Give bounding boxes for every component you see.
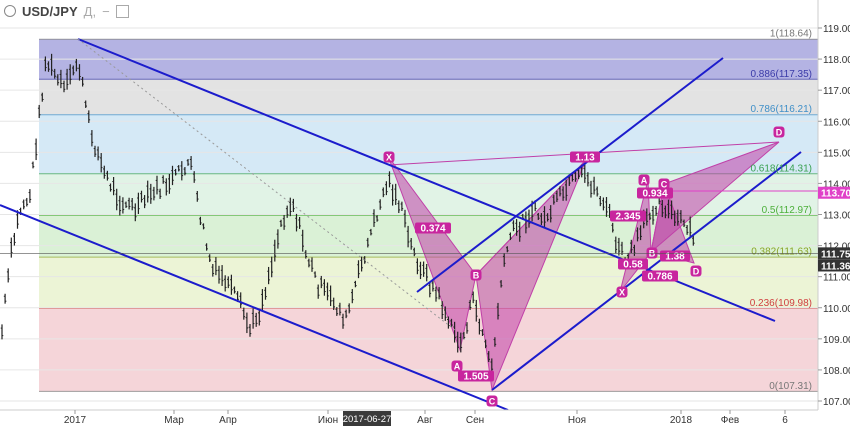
fib-label: 0.236(109.98): [750, 298, 812, 309]
interval-label[interactable]: Д,: [83, 3, 97, 19]
x-highlight-label: 2017-06-27: [343, 414, 392, 425]
y-tick-label: 108.00: [823, 366, 850, 377]
symbol-label[interactable]: USD/JPY: [22, 3, 78, 19]
x-tick-label: Июн: [318, 415, 338, 426]
x-tick-label: 2018: [670, 415, 693, 426]
pattern-label: D: [693, 267, 700, 277]
pattern-label: X: [619, 288, 625, 298]
price-label: 113.70: [821, 189, 850, 200]
pattern-label: 0.58: [623, 260, 643, 271]
y-tick-label: 110.00: [823, 304, 850, 315]
pattern-label: C: [661, 180, 668, 190]
y-tick-label: 116.00: [823, 117, 850, 128]
pattern-label-bg: [646, 247, 658, 259]
dotted-diagonal-line: [77, 38, 456, 331]
pattern-label: 0.374: [420, 224, 445, 235]
price-label: 111.75: [821, 249, 850, 260]
y-tick-label: 112.00: [823, 242, 850, 253]
pattern-label-bg: [610, 210, 646, 222]
pattern-label-bg: [637, 187, 673, 199]
pattern-label: X: [386, 153, 392, 163]
chart-header: USD/JPY Д, −: [0, 0, 129, 22]
pattern-label-bg: [690, 265, 702, 277]
y-axis: 119.00118.00117.00116.00115.00114.00113.…: [817, 0, 850, 428]
fib-labels: 1(118.64) 0.886(117.35) 0.786(116.21) 0.618…: [750, 29, 812, 392]
y-tick-label: 114.00: [823, 179, 850, 190]
pattern-label: B: [473, 271, 480, 281]
grid-lines: [0, 27, 818, 402]
y-tick-label: 113.00: [823, 211, 850, 222]
x-tick-label: 6: [782, 415, 788, 426]
pattern-label: 0.934: [642, 189, 667, 200]
pattern-label: A: [641, 176, 648, 186]
price-label-bg: [818, 247, 850, 260]
pattern-label-bg: [570, 151, 600, 163]
channel-lower-line: [0, 204, 509, 411]
pattern-label: A: [454, 362, 461, 372]
fib-label: 0.5(112.97): [762, 205, 812, 216]
circle-icon[interactable]: [4, 5, 16, 17]
y-tick-label: 111.00: [823, 273, 850, 284]
x-axis-bg: [0, 410, 850, 428]
pattern-label-bg: [486, 395, 498, 407]
channel-mid-line: [416, 57, 724, 293]
fib-label: 0(107.31): [769, 381, 812, 392]
pattern-label: 1.13: [575, 153, 595, 164]
pattern-label-bg: [451, 360, 463, 372]
x-tick-label: Сен: [466, 415, 484, 426]
price-label-bg: [818, 259, 850, 272]
fib-label: 0.382(111.63): [751, 247, 812, 258]
pattern-label-bg: [415, 222, 451, 234]
x-axis: 2017 Мар Апр Июн 2017-06-27 Авг Сен Ноя 2018 Фев 6: [0, 409, 850, 428]
pattern-label: 0.786: [647, 272, 672, 283]
x-tick-label: Апр: [219, 415, 237, 426]
x-tick-label: Мар: [164, 415, 184, 426]
y-tick-label: 118.00: [823, 55, 850, 66]
checkbox-icon[interactable]: [115, 4, 129, 18]
fib-label: 0.786(116.21): [750, 104, 812, 115]
y-tick-label: 119.00: [823, 24, 850, 35]
pattern-label-bg: [773, 126, 785, 138]
pattern-label-bg: [658, 178, 670, 190]
y-tick-label: 107.00: [823, 397, 850, 408]
fib-label: 1(118.64): [770, 29, 812, 40]
pattern-label: 2.345: [615, 212, 640, 223]
price-bars: [0, 53, 695, 373]
pattern-label: 1.505: [463, 372, 488, 383]
pattern-bd-line: [475, 159, 587, 276]
pattern-triangle-xab: [387, 155, 477, 352]
minus-label[interactable]: −: [102, 3, 110, 19]
x-tick-label: 2017: [64, 415, 87, 426]
x-highlight-bg: [343, 411, 391, 426]
y-axis-bg: [818, 0, 850, 428]
fib-band: [39, 79, 818, 115]
x-tick-label: Фев: [721, 415, 739, 426]
x-tick-label: Ноя: [568, 415, 586, 426]
pattern-label: D: [776, 128, 783, 138]
y-tick-label: 109.00: [823, 335, 850, 346]
pattern-label: C: [489, 397, 496, 407]
pattern-label-bg: [458, 370, 494, 382]
pattern-label-bg: [642, 270, 678, 282]
pattern-label-bg: [470, 269, 482, 281]
y-tick-label: 117.00: [823, 86, 850, 97]
pattern-label-bg: [383, 151, 395, 163]
price-label: 111.36: [821, 261, 850, 272]
pattern-label-bg: [616, 286, 628, 298]
price-label-bg: [818, 186, 850, 199]
fib-label: 0.886(117.35): [750, 69, 812, 80]
y-tick-label: 115.00: [823, 148, 850, 159]
pattern-label-bg: [618, 258, 648, 270]
fib-label: 0.618(114.31): [750, 163, 812, 174]
fib-band: [39, 114, 818, 174]
pattern-label-bg: [638, 174, 650, 186]
x-tick-label: Авг: [417, 415, 433, 426]
pattern-label: 1.38: [665, 252, 685, 263]
